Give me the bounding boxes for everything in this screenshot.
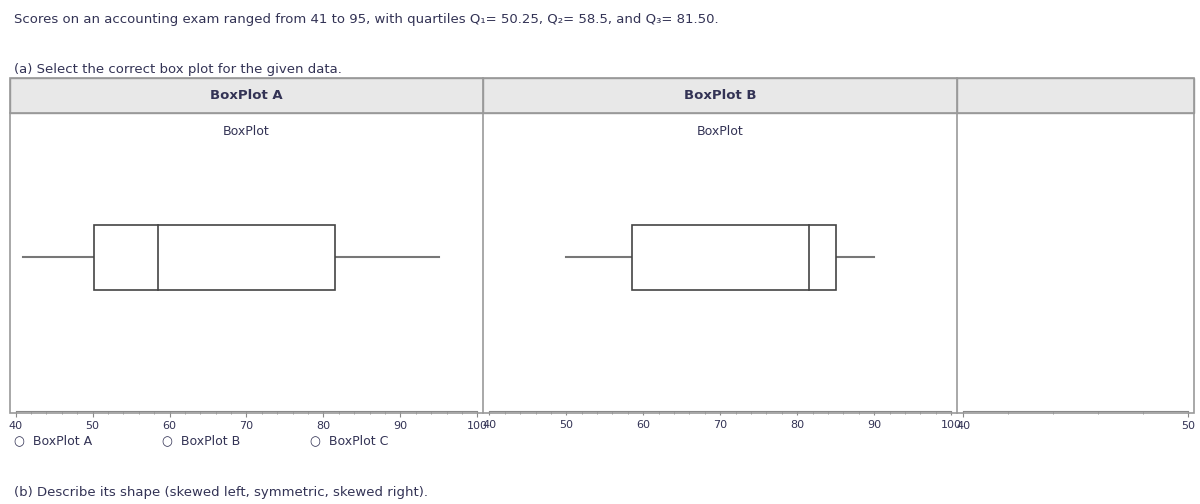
Bar [95,225,335,290]
Text: (a) Select the correct box plot for the given data.: (a) Select the correct box plot for the … [14,63,342,76]
Text: Scores on an accounting exam ranged from 41 to 95, with quartiles Q₁= 50.25, Q₂=: Scores on an accounting exam ranged from… [14,13,719,26]
Text: BoxPlot: BoxPlot [223,125,270,138]
Text: ○  BoxPlot C: ○ BoxPlot C [310,434,388,448]
Bar [631,225,835,290]
Text: ○  BoxPlot A: ○ BoxPlot A [14,434,92,448]
Text: BoxPlot A: BoxPlot A [210,89,283,102]
Text: BoxPlot B: BoxPlot B [684,89,756,102]
Text: (b) Describe its shape (skewed left, symmetric, skewed right).: (b) Describe its shape (skewed left, sym… [14,486,428,499]
Text: ○  BoxPlot B: ○ BoxPlot B [162,434,240,448]
Text: BoxPlot: BoxPlot [697,125,744,138]
